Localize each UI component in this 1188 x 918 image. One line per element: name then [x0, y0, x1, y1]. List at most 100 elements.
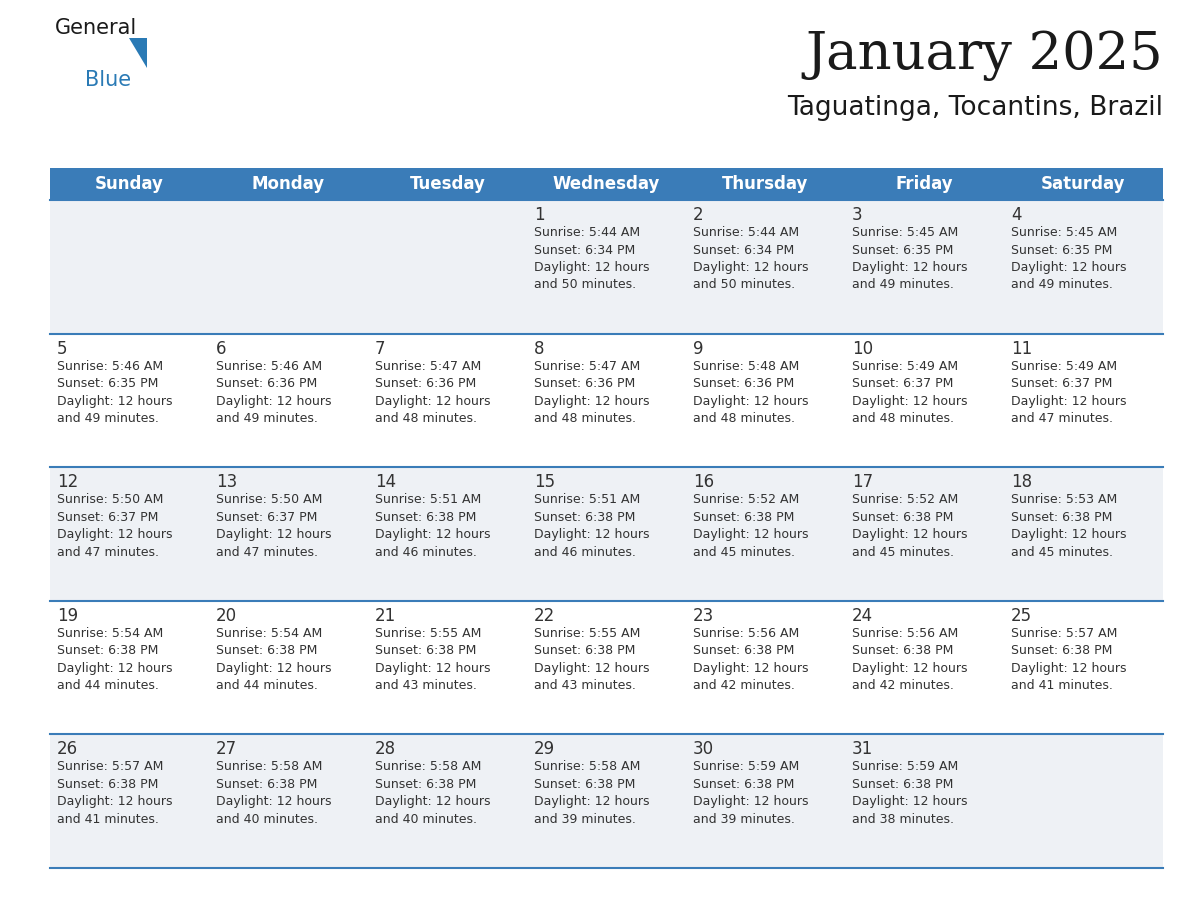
- Bar: [845, 467, 1004, 600]
- Text: Sunrise: 5:55 AM
Sunset: 6:38 PM
Daylight: 12 hours
and 43 minutes.: Sunrise: 5:55 AM Sunset: 6:38 PM Dayligh…: [375, 627, 491, 692]
- Text: Sunrise: 5:45 AM
Sunset: 6:35 PM
Daylight: 12 hours
and 49 minutes.: Sunrise: 5:45 AM Sunset: 6:35 PM Dayligh…: [1011, 226, 1126, 292]
- Text: 7: 7: [375, 340, 385, 358]
- Polygon shape: [129, 38, 147, 68]
- Text: 1: 1: [533, 206, 544, 224]
- Bar: [1004, 734, 1163, 868]
- Text: 13: 13: [216, 473, 238, 491]
- Text: 25: 25: [1011, 607, 1032, 625]
- Text: Sunrise: 5:52 AM
Sunset: 6:38 PM
Daylight: 12 hours
and 45 minutes.: Sunrise: 5:52 AM Sunset: 6:38 PM Dayligh…: [693, 493, 809, 559]
- Text: 16: 16: [693, 473, 714, 491]
- Text: 17: 17: [852, 473, 873, 491]
- Text: 18: 18: [1011, 473, 1032, 491]
- Bar: [527, 333, 685, 467]
- Text: Sunrise: 5:57 AM
Sunset: 6:38 PM
Daylight: 12 hours
and 41 minutes.: Sunrise: 5:57 AM Sunset: 6:38 PM Dayligh…: [57, 760, 172, 826]
- Bar: [368, 168, 527, 200]
- Bar: [368, 200, 527, 333]
- Text: Sunrise: 5:46 AM
Sunset: 6:35 PM
Daylight: 12 hours
and 49 minutes.: Sunrise: 5:46 AM Sunset: 6:35 PM Dayligh…: [57, 360, 172, 425]
- Text: 19: 19: [57, 607, 78, 625]
- Text: Sunrise: 5:59 AM
Sunset: 6:38 PM
Daylight: 12 hours
and 38 minutes.: Sunrise: 5:59 AM Sunset: 6:38 PM Dayligh…: [852, 760, 967, 826]
- Text: 30: 30: [693, 741, 714, 758]
- Bar: [685, 467, 845, 600]
- Text: Sunday: Sunday: [95, 175, 164, 193]
- Text: 2: 2: [693, 206, 703, 224]
- Text: Saturday: Saturday: [1041, 175, 1126, 193]
- Text: Wednesday: Wednesday: [552, 175, 661, 193]
- Text: Sunrise: 5:47 AM
Sunset: 6:36 PM
Daylight: 12 hours
and 48 minutes.: Sunrise: 5:47 AM Sunset: 6:36 PM Dayligh…: [375, 360, 491, 425]
- Text: Sunrise: 5:44 AM
Sunset: 6:34 PM
Daylight: 12 hours
and 50 minutes.: Sunrise: 5:44 AM Sunset: 6:34 PM Dayligh…: [693, 226, 809, 292]
- Bar: [368, 600, 527, 734]
- Bar: [685, 333, 845, 467]
- Bar: [50, 734, 209, 868]
- Text: Taguatinga, Tocantins, Brazil: Taguatinga, Tocantins, Brazil: [786, 95, 1163, 121]
- Text: Sunrise: 5:51 AM
Sunset: 6:38 PM
Daylight: 12 hours
and 46 minutes.: Sunrise: 5:51 AM Sunset: 6:38 PM Dayligh…: [533, 493, 650, 559]
- Bar: [845, 200, 1004, 333]
- Text: Sunrise: 5:54 AM
Sunset: 6:38 PM
Daylight: 12 hours
and 44 minutes.: Sunrise: 5:54 AM Sunset: 6:38 PM Dayligh…: [57, 627, 172, 692]
- Bar: [1004, 200, 1163, 333]
- Text: 28: 28: [375, 741, 396, 758]
- Bar: [368, 333, 527, 467]
- Text: 11: 11: [1011, 340, 1032, 358]
- Bar: [685, 734, 845, 868]
- Bar: [368, 467, 527, 600]
- Text: Sunrise: 5:55 AM
Sunset: 6:38 PM
Daylight: 12 hours
and 43 minutes.: Sunrise: 5:55 AM Sunset: 6:38 PM Dayligh…: [533, 627, 650, 692]
- Text: Monday: Monday: [252, 175, 326, 193]
- Bar: [50, 467, 209, 600]
- Bar: [209, 600, 368, 734]
- Bar: [685, 200, 845, 333]
- Text: 22: 22: [533, 607, 555, 625]
- Bar: [527, 200, 685, 333]
- Text: Sunrise: 5:49 AM
Sunset: 6:37 PM
Daylight: 12 hours
and 47 minutes.: Sunrise: 5:49 AM Sunset: 6:37 PM Dayligh…: [1011, 360, 1126, 425]
- Text: 23: 23: [693, 607, 714, 625]
- Bar: [1004, 333, 1163, 467]
- Text: 14: 14: [375, 473, 396, 491]
- Text: 12: 12: [57, 473, 78, 491]
- Bar: [845, 600, 1004, 734]
- Text: Sunrise: 5:52 AM
Sunset: 6:38 PM
Daylight: 12 hours
and 45 minutes.: Sunrise: 5:52 AM Sunset: 6:38 PM Dayligh…: [852, 493, 967, 559]
- Bar: [209, 168, 368, 200]
- Text: Sunrise: 5:50 AM
Sunset: 6:37 PM
Daylight: 12 hours
and 47 minutes.: Sunrise: 5:50 AM Sunset: 6:37 PM Dayligh…: [216, 493, 331, 559]
- Text: 26: 26: [57, 741, 78, 758]
- Text: Sunrise: 5:49 AM
Sunset: 6:37 PM
Daylight: 12 hours
and 48 minutes.: Sunrise: 5:49 AM Sunset: 6:37 PM Dayligh…: [852, 360, 967, 425]
- Text: 29: 29: [533, 741, 555, 758]
- Text: 10: 10: [852, 340, 873, 358]
- Bar: [1004, 168, 1163, 200]
- Text: Sunrise: 5:56 AM
Sunset: 6:38 PM
Daylight: 12 hours
and 42 minutes.: Sunrise: 5:56 AM Sunset: 6:38 PM Dayligh…: [693, 627, 809, 692]
- Text: Sunrise: 5:58 AM
Sunset: 6:38 PM
Daylight: 12 hours
and 40 minutes.: Sunrise: 5:58 AM Sunset: 6:38 PM Dayligh…: [216, 760, 331, 826]
- Bar: [50, 200, 209, 333]
- Text: Sunrise: 5:46 AM
Sunset: 6:36 PM
Daylight: 12 hours
and 49 minutes.: Sunrise: 5:46 AM Sunset: 6:36 PM Dayligh…: [216, 360, 331, 425]
- Bar: [527, 168, 685, 200]
- Bar: [845, 734, 1004, 868]
- Bar: [845, 333, 1004, 467]
- Text: Friday: Friday: [896, 175, 953, 193]
- Text: Sunrise: 5:48 AM
Sunset: 6:36 PM
Daylight: 12 hours
and 48 minutes.: Sunrise: 5:48 AM Sunset: 6:36 PM Dayligh…: [693, 360, 809, 425]
- Bar: [209, 734, 368, 868]
- Text: Sunrise: 5:44 AM
Sunset: 6:34 PM
Daylight: 12 hours
and 50 minutes.: Sunrise: 5:44 AM Sunset: 6:34 PM Dayligh…: [533, 226, 650, 292]
- Bar: [845, 168, 1004, 200]
- Text: Sunrise: 5:58 AM
Sunset: 6:38 PM
Daylight: 12 hours
and 40 minutes.: Sunrise: 5:58 AM Sunset: 6:38 PM Dayligh…: [375, 760, 491, 826]
- Text: Sunrise: 5:50 AM
Sunset: 6:37 PM
Daylight: 12 hours
and 47 minutes.: Sunrise: 5:50 AM Sunset: 6:37 PM Dayligh…: [57, 493, 172, 559]
- Text: Sunrise: 5:47 AM
Sunset: 6:36 PM
Daylight: 12 hours
and 48 minutes.: Sunrise: 5:47 AM Sunset: 6:36 PM Dayligh…: [533, 360, 650, 425]
- Text: General: General: [55, 18, 138, 38]
- Text: 9: 9: [693, 340, 703, 358]
- Text: Sunrise: 5:58 AM
Sunset: 6:38 PM
Daylight: 12 hours
and 39 minutes.: Sunrise: 5:58 AM Sunset: 6:38 PM Dayligh…: [533, 760, 650, 826]
- Text: Sunrise: 5:45 AM
Sunset: 6:35 PM
Daylight: 12 hours
and 49 minutes.: Sunrise: 5:45 AM Sunset: 6:35 PM Dayligh…: [852, 226, 967, 292]
- Text: Sunrise: 5:57 AM
Sunset: 6:38 PM
Daylight: 12 hours
and 41 minutes.: Sunrise: 5:57 AM Sunset: 6:38 PM Dayligh…: [1011, 627, 1126, 692]
- Bar: [209, 333, 368, 467]
- Text: Sunrise: 5:53 AM
Sunset: 6:38 PM
Daylight: 12 hours
and 45 minutes.: Sunrise: 5:53 AM Sunset: 6:38 PM Dayligh…: [1011, 493, 1126, 559]
- Bar: [527, 467, 685, 600]
- Text: Sunrise: 5:54 AM
Sunset: 6:38 PM
Daylight: 12 hours
and 44 minutes.: Sunrise: 5:54 AM Sunset: 6:38 PM Dayligh…: [216, 627, 331, 692]
- Bar: [50, 333, 209, 467]
- Text: Sunrise: 5:56 AM
Sunset: 6:38 PM
Daylight: 12 hours
and 42 minutes.: Sunrise: 5:56 AM Sunset: 6:38 PM Dayligh…: [852, 627, 967, 692]
- Bar: [527, 600, 685, 734]
- Bar: [50, 600, 209, 734]
- Text: 5: 5: [57, 340, 68, 358]
- Text: 3: 3: [852, 206, 862, 224]
- Bar: [1004, 467, 1163, 600]
- Text: 21: 21: [375, 607, 397, 625]
- Bar: [1004, 600, 1163, 734]
- Text: 8: 8: [533, 340, 544, 358]
- Text: Tuesday: Tuesday: [410, 175, 486, 193]
- Text: 4: 4: [1011, 206, 1022, 224]
- Bar: [685, 168, 845, 200]
- Bar: [368, 734, 527, 868]
